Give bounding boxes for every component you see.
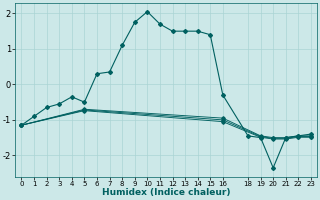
X-axis label: Humidex (Indice chaleur): Humidex (Indice chaleur) (102, 188, 230, 197)
